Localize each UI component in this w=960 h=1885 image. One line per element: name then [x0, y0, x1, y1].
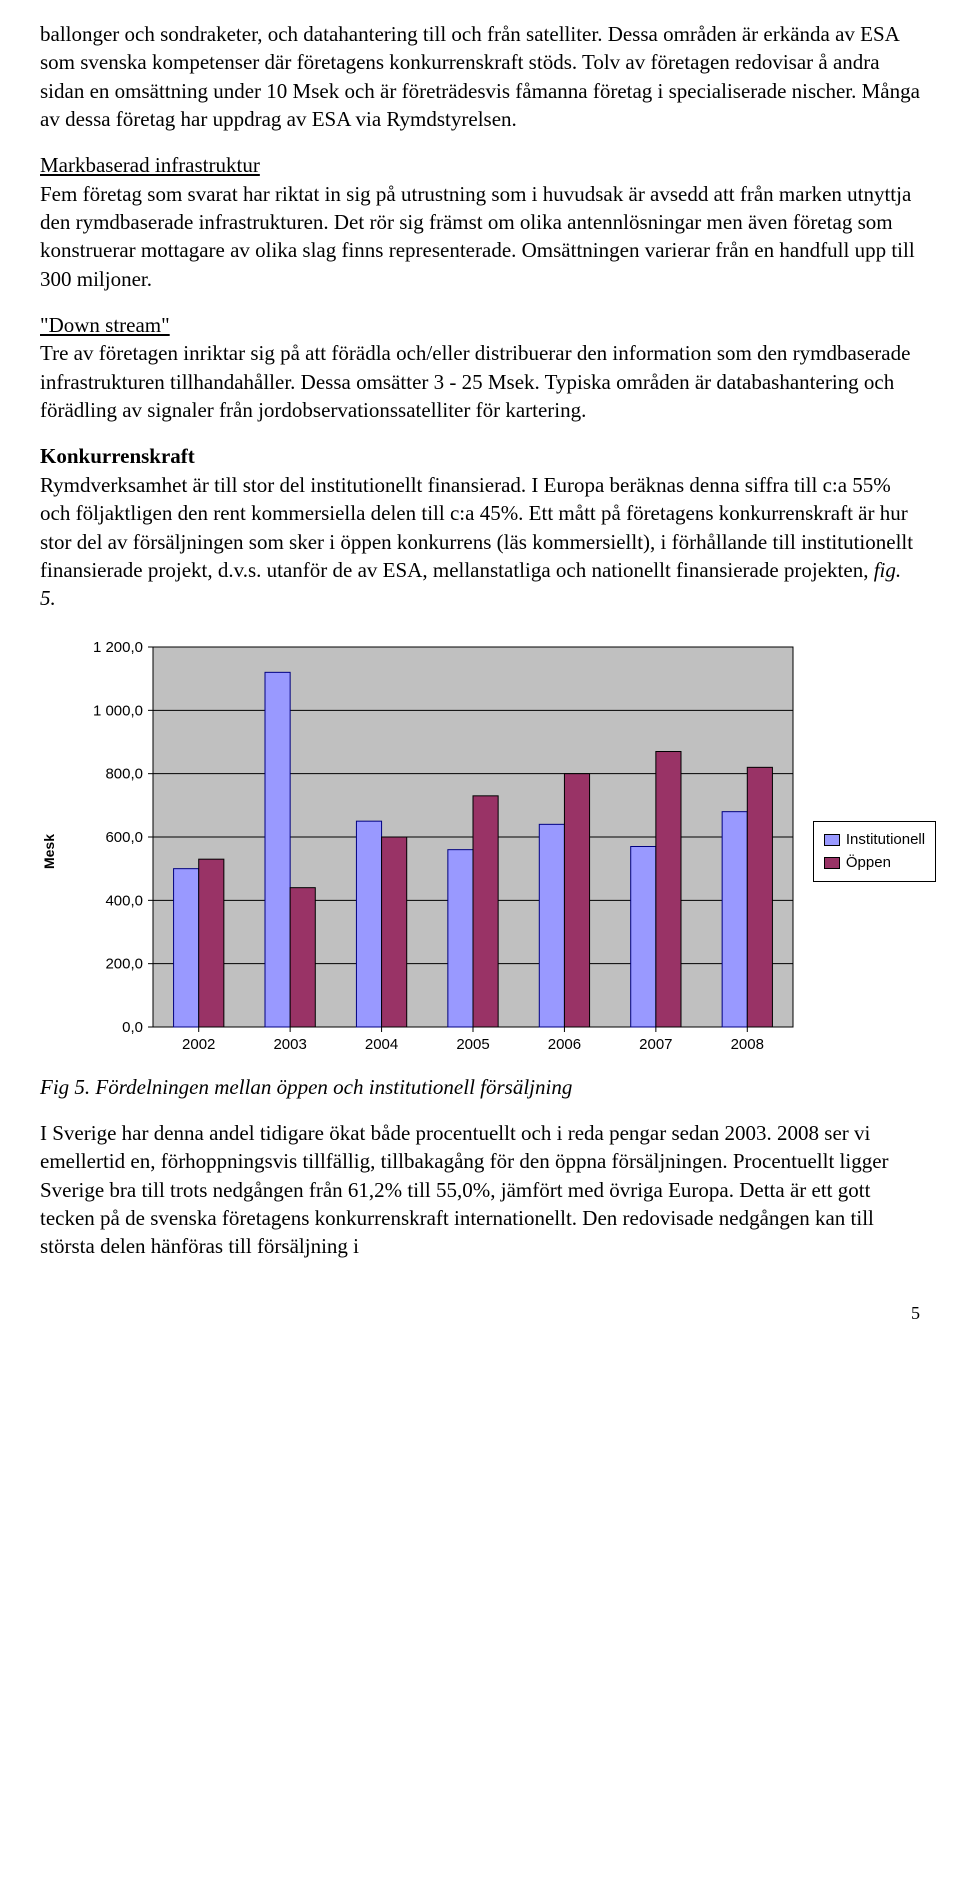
body-paragraph-5: I Sverige har denna andel tidigare ökat … [40, 1119, 920, 1261]
body-paragraph-2: Markbaserad infrastruktur Fem företag so… [40, 151, 920, 293]
body-paragraph-4-text: Rymdverksamhet är till stor del institut… [40, 473, 913, 582]
svg-text:400,0: 400,0 [105, 892, 143, 909]
svg-text:600,0: 600,0 [105, 829, 143, 846]
fig-5-caption-prefix: Fig 5. [40, 1075, 95, 1099]
svg-text:2003: 2003 [273, 1036, 306, 1053]
section-lead-konkurrenskraft: Konkurrenskraft [40, 444, 195, 468]
legend-item-institutionell: Institutionell [824, 830, 925, 850]
legend-item-oppen: Öppen [824, 853, 925, 873]
legend-label-institutionell: Institutionell [846, 830, 925, 850]
legend-swatch-institutionell [824, 834, 840, 846]
page-number: 5 [40, 1301, 920, 1325]
svg-text:2004: 2004 [365, 1036, 398, 1053]
body-paragraph-1: ballonger och sondraketer, och datahante… [40, 20, 920, 133]
chart-svg: 0,0 200,0 400,0 600,0 800,0 1 000,0 1 200,0 200… [63, 637, 803, 1067]
svg-text:2007: 2007 [639, 1036, 672, 1053]
body-paragraph-4: Konkurrenskraft Rymdverksamhet är till s… [40, 442, 920, 612]
section-lead-downstream: "Down stream" [40, 313, 170, 337]
fig-5-caption-text: Fördelningen mellan öppen och institutio… [95, 1075, 572, 1099]
chart-y-axis-label: Mesk [40, 834, 59, 869]
svg-text:0,0: 0,0 [122, 1019, 143, 1036]
svg-text:2005: 2005 [456, 1036, 489, 1053]
svg-text:2006: 2006 [548, 1036, 581, 1053]
svg-text:1 200,0: 1 200,0 [93, 639, 143, 656]
fig-5-chart: Mesk 0,0 200,0 400,0 600,0 800,0 1 000,0 1 200… [40, 637, 920, 1067]
section-lead-markbaserad: Markbaserad infrastruktur [40, 153, 260, 177]
body-paragraph-2-text: Fem företag som svarat har riktat in sig… [40, 182, 915, 291]
svg-text:2002: 2002 [182, 1036, 215, 1053]
legend-swatch-oppen [824, 857, 840, 869]
chart-legend: Institutionell Öppen [813, 821, 936, 882]
svg-text:2008: 2008 [730, 1036, 763, 1053]
svg-text:200,0: 200,0 [105, 955, 143, 972]
body-paragraph-3: "Down stream" Tre av företagen inriktar … [40, 311, 920, 424]
fig-5-caption: Fig 5. Fördelningen mellan öppen och ins… [40, 1073, 920, 1101]
body-paragraph-3-text: Tre av företagen inriktar sig på att för… [40, 341, 910, 422]
svg-text:800,0: 800,0 [105, 765, 143, 782]
svg-text:1 000,0: 1 000,0 [93, 702, 143, 719]
legend-label-oppen: Öppen [846, 853, 891, 873]
